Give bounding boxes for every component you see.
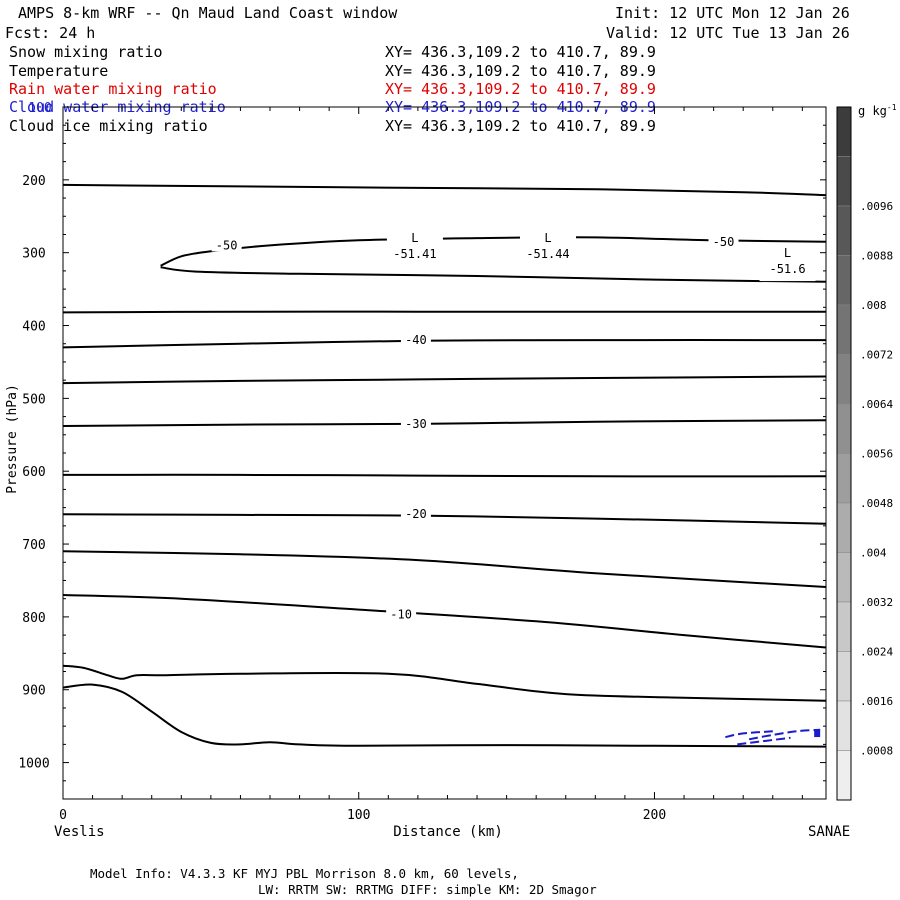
colorbar-unit-text: g kg: [858, 104, 887, 118]
field-xy-cloud-ice: XY= 436.3,109.2 to 410.7, 89.9: [385, 117, 656, 135]
isotherm-line: [62, 473, 827, 478]
field-name-cloud-ice: Cloud ice mixing ratio: [9, 117, 208, 135]
colorbar-swatch: [836, 403, 852, 454]
contour-label-bg: [400, 332, 431, 347]
contour-label: -20: [405, 507, 427, 521]
isotherm-line: [62, 513, 827, 525]
colorbar-swatch: [836, 502, 852, 553]
extremum-value: -51.41: [393, 247, 436, 261]
colorbar-swatch: [836, 304, 852, 355]
init-time: Init: 12 UTC Mon 12 Jan 26: [615, 4, 850, 22]
isotherm-line: [160, 266, 827, 283]
isotherm-line: [62, 375, 827, 385]
contour-label: -50: [713, 235, 735, 249]
colorbar-label: .0032: [860, 596, 893, 609]
contour-label-bg: [386, 606, 417, 621]
colorbar-label: .0024: [860, 646, 893, 659]
forecast-hour: Fcst: 24 h: [5, 24, 96, 42]
colorbar-frame: [836, 106, 852, 801]
colorbar-label: .0072: [860, 349, 893, 362]
colorbar-label: .0088: [860, 250, 893, 263]
colorbar-swatch: [836, 700, 852, 751]
isotherm-line: [62, 183, 827, 197]
colorbar-label: .008: [860, 299, 887, 312]
colorbar-swatch: [836, 453, 852, 504]
y-tick-label: 200: [22, 174, 45, 189]
model-info-line1: Model Info: V4.3.3 KF MYJ PBL Morrison 8…: [90, 866, 519, 881]
y-tick-label: 800: [22, 611, 45, 626]
contour-label-bg: [211, 237, 242, 252]
colorbar-swatch: [836, 750, 852, 801]
y-tick-label: 700: [22, 538, 45, 553]
contour-label: -40: [405, 333, 427, 347]
colorbar-label: .0016: [860, 695, 893, 708]
contour-label-bg: [400, 506, 431, 521]
cloud-water-max-patch: [814, 729, 821, 738]
contour-label: -30: [405, 417, 427, 431]
plot-frame: [62, 106, 827, 800]
colorbar-label: .0056: [860, 448, 893, 461]
isotherm-line: [62, 664, 827, 702]
y-axis-label: Pressure (hPa): [5, 384, 20, 494]
y-tick-label: 600: [22, 465, 45, 480]
field-xy-temperature: XY= 436.3,109.2 to 410.7, 89.9: [385, 62, 656, 80]
endpoint-right: SANAE: [808, 824, 850, 840]
y-tick-label: 900: [22, 684, 45, 699]
colorbar-swatch: [836, 354, 852, 405]
y-tick-label: 500: [22, 392, 45, 407]
colorbar-swatch: [836, 106, 852, 157]
y-tick-label: 400: [22, 320, 45, 335]
colorbar-swatch: [836, 601, 852, 652]
y-tick-label: 1000: [18, 757, 49, 772]
cloud-water-contour: [725, 730, 773, 739]
y-tick-label: 100: [28, 101, 51, 116]
colorbar-swatch: [836, 156, 852, 207]
y-tick-label: 300: [22, 247, 45, 262]
colorbar-label: .0048: [860, 497, 893, 510]
cloud-water-contour: [737, 736, 791, 746]
colorbar-swatch: [836, 651, 852, 702]
isotherm-line: [62, 683, 827, 748]
field-name-snow: Snow mixing ratio: [9, 43, 163, 61]
field-xy-snow: XY= 436.3,109.2 to 410.7, 89.9: [385, 43, 656, 61]
colorbar-swatch: [836, 255, 852, 306]
field-name-temperature: Temperature: [9, 62, 109, 80]
colorbar-label: .0096: [860, 200, 893, 213]
colorbar-label: .0008: [860, 745, 893, 758]
contour-label-bg: [400, 415, 431, 430]
contour-label: -50: [216, 238, 238, 252]
isotherm-line: [62, 550, 827, 588]
colorbar-swatch: [836, 552, 852, 603]
field-xy-rain: XY= 436.3,109.2 to 410.7, 89.9: [385, 80, 656, 98]
contour-label: -10: [390, 608, 412, 622]
extremum-bg: [386, 231, 443, 266]
contour-label-bg: [708, 233, 739, 248]
extremum-marker: L: [544, 231, 551, 245]
model-info-line2: LW: RRTM SW: RRTMG DIFF: simple KM: 2D S…: [258, 882, 597, 897]
chart-title: AMPS 8-km WRF -- Qn Maud Land Coast wind…: [18, 4, 398, 22]
isotherm-line: [62, 339, 827, 349]
endpoint-left: Veslis: [54, 824, 105, 840]
extremum-value: -51.44: [526, 247, 569, 261]
x-tick-label: 200: [643, 808, 666, 823]
field-name-rain: Rain water mixing ratio: [9, 80, 217, 98]
extremum-value: -51.6: [769, 262, 805, 276]
extremum-marker: L: [411, 231, 418, 245]
extremum-bg: [520, 231, 577, 266]
x-axis-label: Distance (km): [393, 824, 503, 840]
extremum-bg: [759, 247, 816, 282]
isotherm-line: [62, 310, 826, 314]
extremum-marker: L: [784, 246, 791, 260]
isotherm-line: [62, 594, 827, 649]
x-tick-label: 0: [59, 808, 67, 823]
colorbar-swatch: [836, 205, 852, 256]
colorbar-unit-exponent: -1: [886, 103, 897, 112]
colorbar-unit: g kg-1: [858, 100, 897, 119]
valid-time: Valid: 12 UTC Tue 13 Jan 26: [606, 24, 850, 42]
isotherm-line: [62, 419, 827, 427]
colorbar-label: .0064: [860, 398, 893, 411]
colorbar-label: .004: [860, 547, 887, 560]
x-tick-label: 100: [347, 808, 370, 823]
